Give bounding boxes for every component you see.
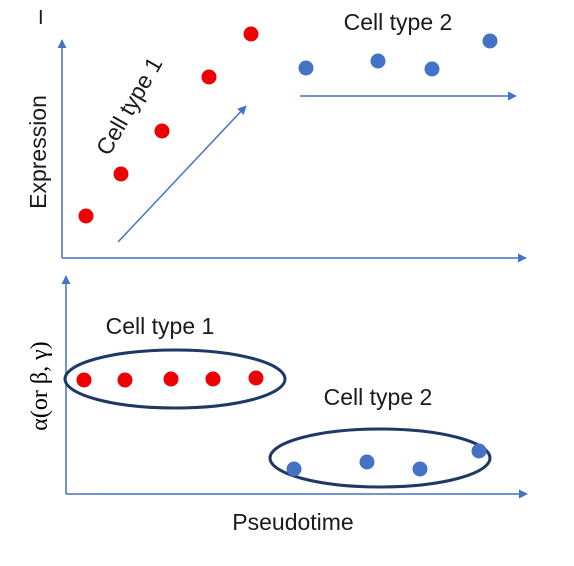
- type1-trend-arrow: [117, 105, 247, 243]
- top-y-axis-label: Expression: [25, 95, 51, 209]
- top-label-cell-type-2: Cell type 2: [344, 9, 453, 35]
- bottom-type2-dot: [412, 461, 428, 477]
- top-panel: Expression Cell type 1 Cell type 2: [25, 9, 527, 263]
- ylabel-close: ): [27, 341, 53, 349]
- top-label-cell-type-1: Cell type 1: [91, 52, 168, 159]
- bottom-type1-dot: [117, 372, 133, 388]
- beta-symbol: β: [27, 372, 53, 384]
- top-type1-dot: [201, 69, 217, 85]
- bottom-label-cell-type-2: Cell type 2: [324, 384, 433, 410]
- bottom-type1-dot: [205, 371, 221, 387]
- top-type1-dot: [154, 123, 170, 139]
- bottom-type2-dot: [286, 461, 302, 477]
- alpha-symbol: α: [27, 418, 53, 431]
- top-type2-dot: [482, 33, 498, 49]
- corner-mark: I: [38, 7, 44, 29]
- ylabel-sep: ,: [27, 360, 53, 372]
- bottom-x-axis-label: Pseudotime: [232, 509, 353, 535]
- top-type1-dot: [78, 208, 94, 224]
- bottom-panel: α(or β, γ) Cell type 1 Cell type 2 Pseud…: [27, 275, 528, 535]
- bottom-type1-dot: [76, 372, 92, 388]
- bottom-type2-dot: [471, 443, 487, 459]
- top-type1-dot: [113, 166, 129, 182]
- top-type1-dot: [243, 26, 259, 42]
- type1-cluster-ellipse: [63, 348, 287, 410]
- gamma-symbol: γ: [27, 349, 53, 361]
- bottom-type2-dot: [359, 454, 375, 470]
- bottom-label-cell-type-1: Cell type 1: [106, 313, 215, 339]
- bottom-y-axis-label: α(or β, γ): [27, 341, 53, 430]
- bottom-type1-dot: [163, 371, 179, 387]
- ylabel-or: (or: [27, 384, 53, 418]
- top-type2-dot: [370, 53, 386, 69]
- bottom-type1-dot: [248, 370, 264, 386]
- top-type2-dot: [298, 60, 314, 76]
- top-type2-dot: [424, 61, 440, 77]
- type2-cluster-ellipse: [268, 427, 492, 489]
